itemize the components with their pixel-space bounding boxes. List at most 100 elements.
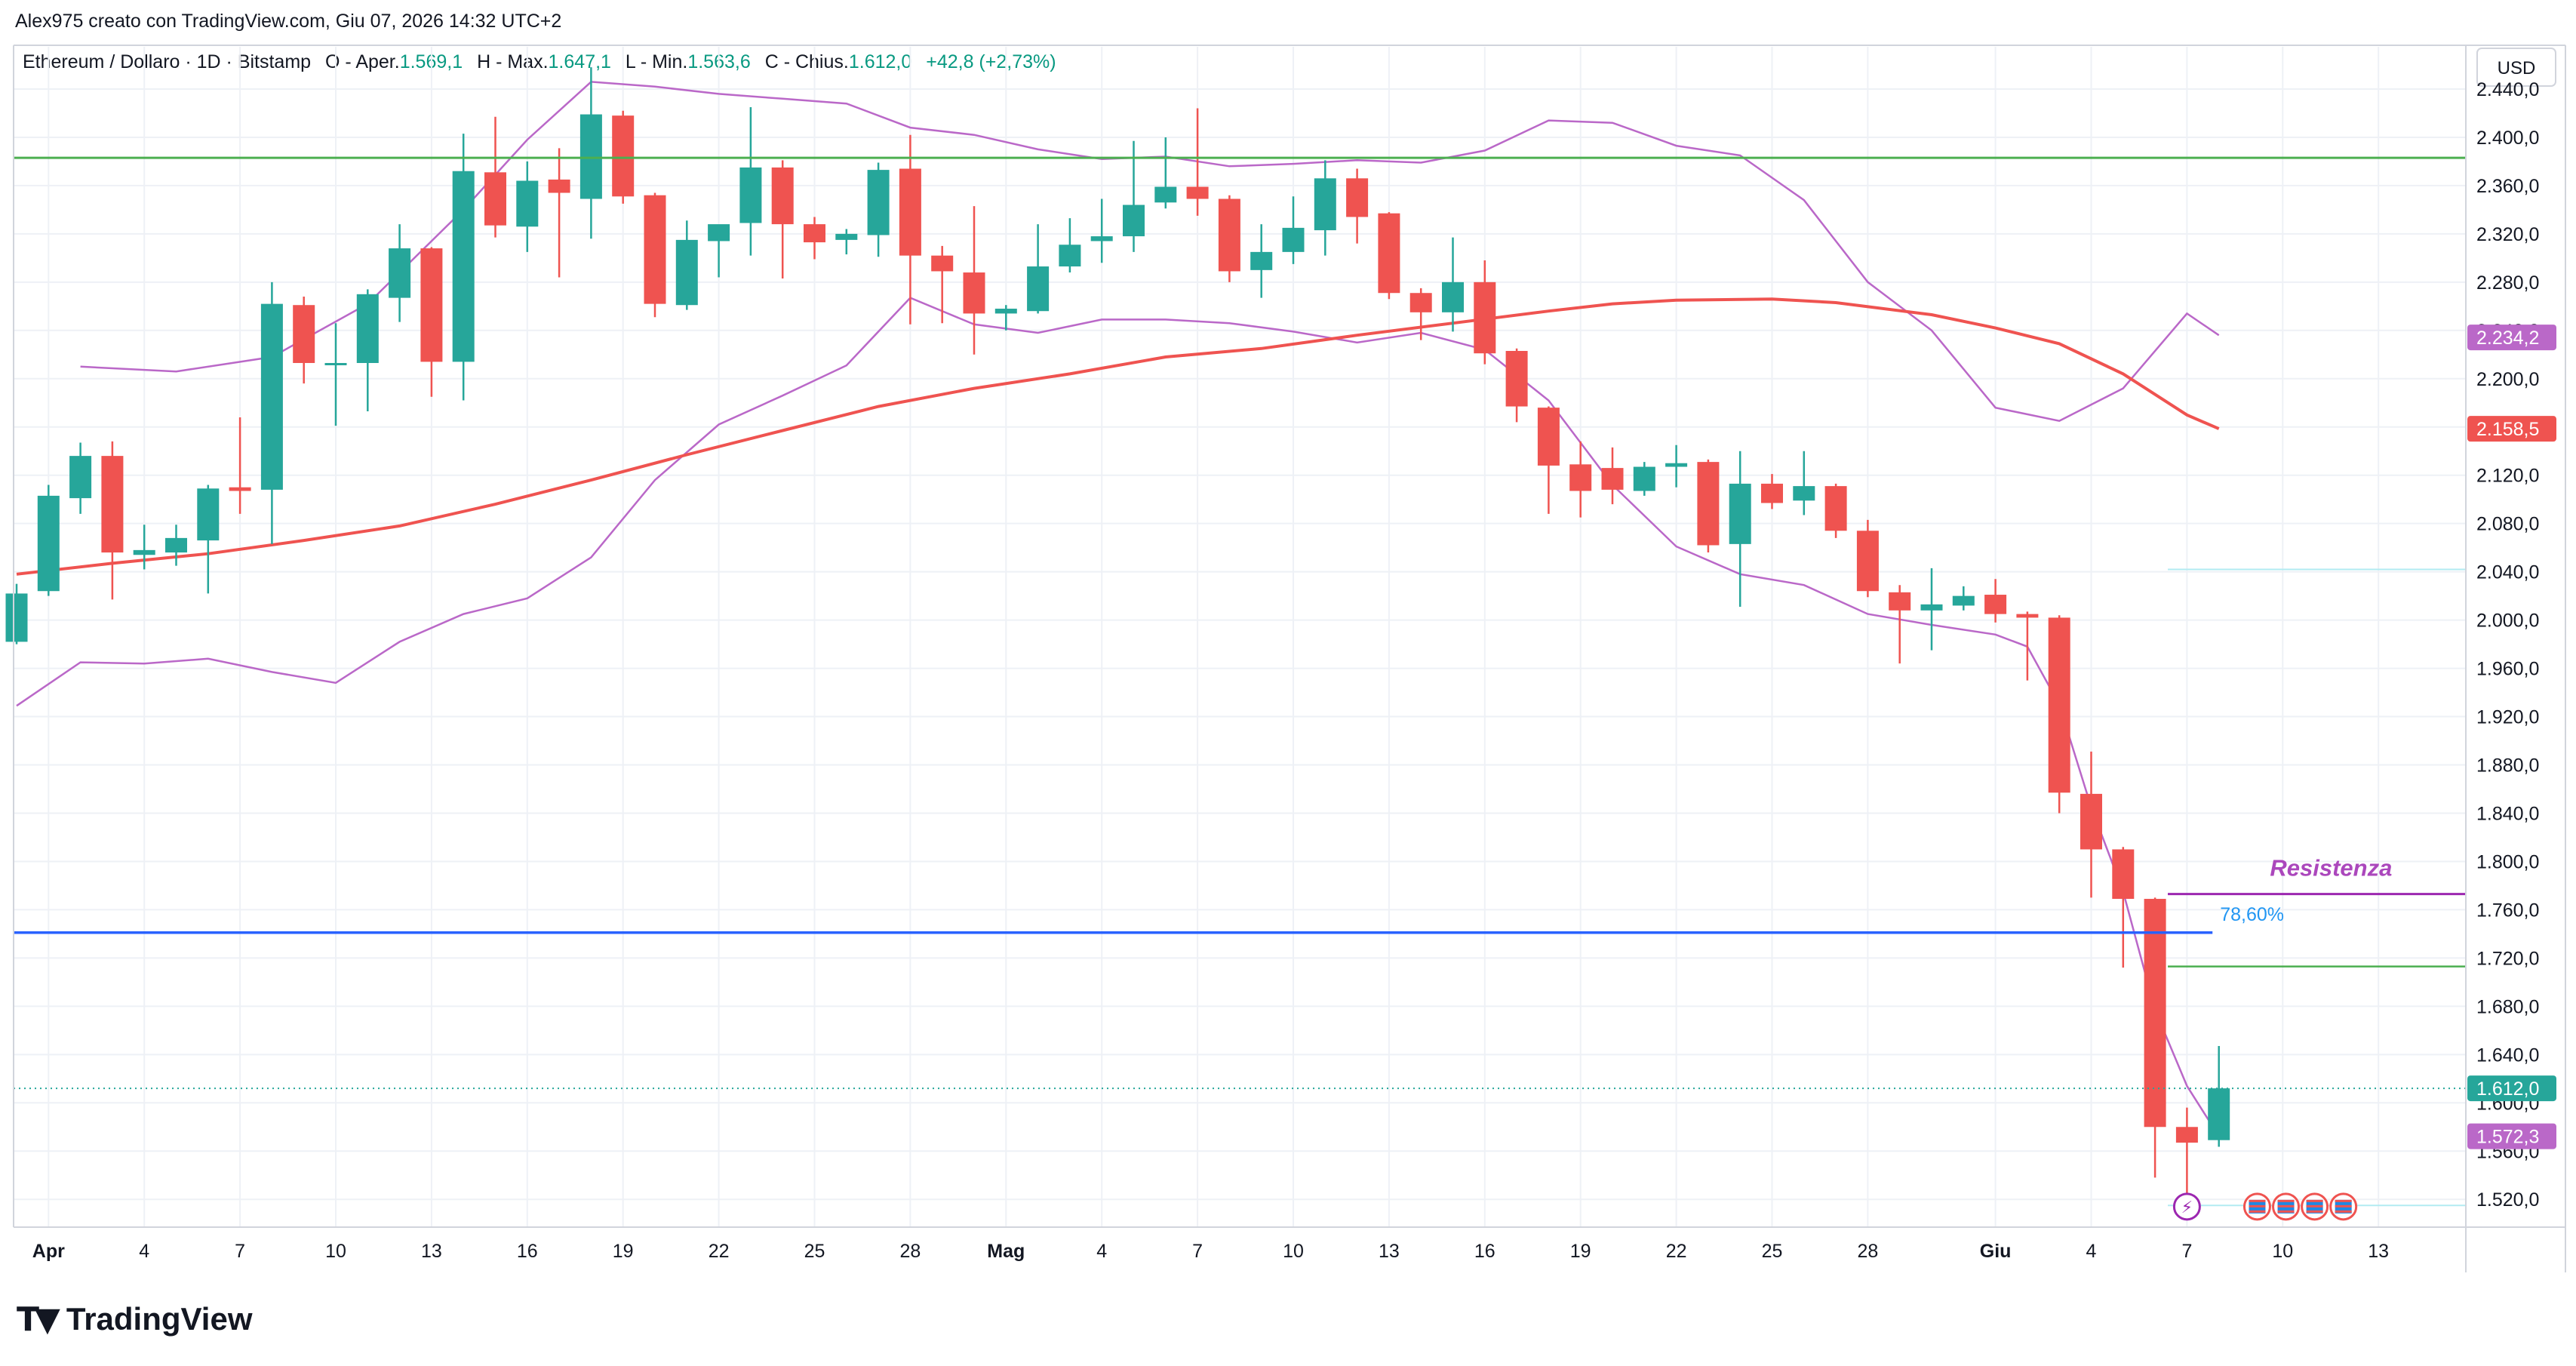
candle-down <box>548 179 570 193</box>
date-tick-label: 4 <box>2086 1241 2097 1262</box>
bollinger-lower-price-text: 1.572,3 <box>2476 1127 2539 1148</box>
price-tick-label: 1.800,0 <box>2476 851 2539 872</box>
date-tick-label: 28 <box>1857 1241 1878 1262</box>
price-tick-label: 2.360,0 <box>2476 176 2539 197</box>
candle-down <box>420 248 443 362</box>
candle-down <box>2080 793 2102 850</box>
symbol-name[interactable]: Ethereum / Dollaro · 1D · Bitstamp <box>23 51 312 72</box>
tradingview-logo-icon: T▼ <box>17 1300 60 1339</box>
flag-stripe <box>2306 1199 2323 1202</box>
date-tick-label: 4 <box>1096 1241 1107 1262</box>
lightning-icon <box>2172 1192 2201 1221</box>
candle-down <box>1889 592 1911 611</box>
chart-drawings: 78,60% Resistenza ⚡ <box>14 156 2466 1221</box>
candle-down <box>1505 350 1528 407</box>
candle-down <box>931 255 954 272</box>
flag-stripe <box>2335 1199 2352 1202</box>
date-tick-label: 22 <box>1666 1241 1687 1262</box>
date-tick-label: 28 <box>899 1241 921 1262</box>
candle-down <box>1761 483 1783 503</box>
candle-up <box>452 171 475 362</box>
candle-up <box>2208 1088 2230 1140</box>
flag-stripe <box>2277 1204 2295 1208</box>
candle-down <box>2175 1127 2198 1143</box>
top-bar: Alex975 creato con TradingView.com, Giu … <box>0 0 2576 47</box>
candle-down <box>1346 178 1369 217</box>
date-tick-label: 25 <box>804 1241 825 1262</box>
currency-label[interactable]: USD <box>2498 58 2536 78</box>
last-price-text: 1.612,0 <box>2476 1078 2539 1100</box>
candle-down <box>612 115 635 197</box>
candle-up <box>1059 245 1081 267</box>
price-tick-label: 2.200,0 <box>2476 369 2539 390</box>
candle-down <box>1824 486 1847 531</box>
tradingview-logo-text: TradingView <box>66 1301 253 1337</box>
flag-stripe <box>2306 1204 2323 1208</box>
candle-up <box>1314 178 1336 231</box>
tradingview-logo[interactable]: T▼ TradingView <box>17 1297 253 1342</box>
candle-down <box>1697 462 1720 546</box>
candle-up <box>1027 266 1050 312</box>
date-tick-label: 7 <box>1192 1241 1203 1262</box>
candle-up <box>835 233 858 240</box>
candle-down <box>229 487 251 491</box>
candle-down <box>1474 282 1496 354</box>
date-tick-label: 22 <box>709 1241 730 1262</box>
flag-stripe <box>2249 1199 2266 1202</box>
candle-up <box>994 309 1017 314</box>
candle-down <box>1601 468 1624 490</box>
candle-down <box>1218 198 1240 272</box>
price-tick-label: 2.000,0 <box>2476 611 2539 632</box>
date-tick-label: 13 <box>1379 1241 1400 1262</box>
candle-down <box>644 195 666 304</box>
price-tick-label: 1.960,0 <box>2476 659 2539 680</box>
candle-down <box>2016 614 2039 618</box>
candle-up <box>1633 466 1655 491</box>
candle-up <box>1442 282 1464 312</box>
fibonacci-level-label: 78,60% <box>2220 904 2284 925</box>
currency-button <box>2476 48 2556 87</box>
candle-down <box>771 167 794 225</box>
bollinger-lower-band <box>16 297 2220 1137</box>
date-tick-label: 19 <box>1570 1241 1591 1262</box>
flag-stripe <box>2335 1210 2352 1213</box>
high-value: 1.647,1 <box>548 51 611 72</box>
candle-up <box>389 248 411 298</box>
change-value: +42,8 (+2,73%) <box>926 51 1056 72</box>
candle-up <box>1123 205 1145 237</box>
chart-creator-caption: Alex975 creato con TradingView.com, Giu … <box>15 11 562 32</box>
candle-up <box>197 488 220 541</box>
moving-average-price-text: 2.158,5 <box>2476 419 2539 440</box>
lightning-glyph: ⚡ <box>2181 1198 2193 1217</box>
candle-down <box>804 224 825 243</box>
low-label: L - Min. <box>625 51 688 72</box>
price-tick-label: 1.640,0 <box>2476 1044 2539 1066</box>
date-tick-label: 13 <box>2368 1241 2389 1262</box>
candle-up <box>579 114 602 199</box>
price-tick-label: 1.680,0 <box>2476 996 2539 1017</box>
price-tick-label: 2.280,0 <box>2476 272 2539 294</box>
candle-up <box>739 167 762 223</box>
candle-up <box>260 303 283 490</box>
date-tick-label: 4 <box>139 1241 149 1262</box>
resistance-label: Resistenza <box>2270 855 2392 881</box>
date-tick-label: 7 <box>2181 1241 2192 1262</box>
price-tick-label: 2.320,0 <box>2476 224 2539 245</box>
candle-up <box>1952 595 1975 606</box>
price-axis-panel <box>2466 0 2576 1268</box>
candle-up <box>1090 236 1113 242</box>
candle-up <box>708 224 730 242</box>
close-value: 1.612,0 <box>848 51 912 72</box>
bollinger-upper-price-tag <box>2467 325 2556 351</box>
candle-up <box>867 170 890 235</box>
candle-up <box>5 593 28 642</box>
flag-stripe <box>2277 1210 2295 1213</box>
date-tick-label: Apr <box>32 1241 65 1262</box>
high-label: H - Max. <box>477 51 549 72</box>
candle-down <box>2048 617 2070 793</box>
bollinger-lower-price-tag <box>2467 1123 2556 1149</box>
chart-series <box>5 67 2230 1210</box>
date-tick-label: 13 <box>421 1241 442 1262</box>
